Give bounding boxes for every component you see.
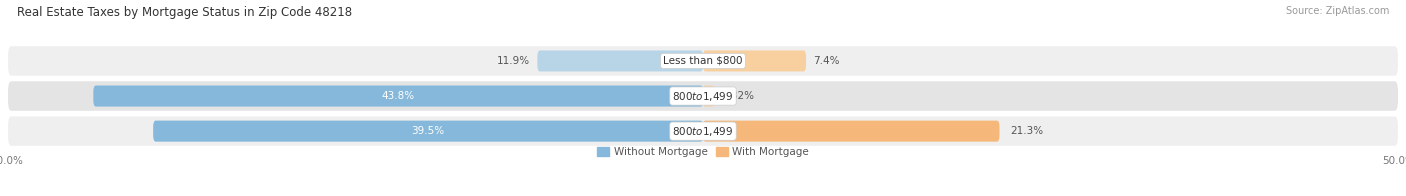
Text: Real Estate Taxes by Mortgage Status in Zip Code 48218: Real Estate Taxes by Mortgage Status in … [17,6,352,19]
FancyBboxPatch shape [703,85,714,107]
FancyBboxPatch shape [7,80,1399,112]
Text: 7.4%: 7.4% [813,56,839,66]
Text: Source: ZipAtlas.com: Source: ZipAtlas.com [1285,6,1389,16]
FancyBboxPatch shape [7,115,1399,147]
Text: 11.9%: 11.9% [498,56,530,66]
Text: 43.8%: 43.8% [381,91,415,101]
FancyBboxPatch shape [703,121,1000,142]
FancyBboxPatch shape [703,50,806,72]
Text: 0.82%: 0.82% [721,91,755,101]
Text: Less than $800: Less than $800 [664,56,742,66]
FancyBboxPatch shape [7,45,1399,77]
FancyBboxPatch shape [93,85,703,107]
Text: 21.3%: 21.3% [1011,126,1043,136]
Legend: Without Mortgage, With Mortgage: Without Mortgage, With Mortgage [593,143,813,161]
FancyBboxPatch shape [537,50,703,72]
Text: $800 to $1,499: $800 to $1,499 [672,90,734,103]
Text: $800 to $1,499: $800 to $1,499 [672,125,734,138]
FancyBboxPatch shape [153,121,703,142]
Text: 39.5%: 39.5% [412,126,444,136]
